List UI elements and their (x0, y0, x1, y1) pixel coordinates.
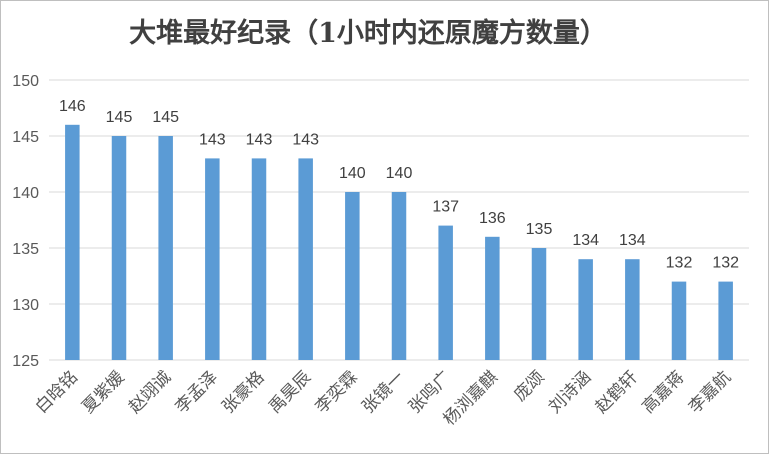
data-label: 146 (59, 98, 86, 115)
x-tick-label: 赵鹤轩 (592, 367, 642, 417)
data-label: 145 (152, 109, 179, 126)
x-tick-label: 高嘉蒋 (638, 367, 688, 417)
bar (251, 158, 267, 360)
y-tick-label: 130 (12, 297, 39, 314)
x-tick-label: 禹昊辰 (265, 367, 315, 417)
x-tick-label: 张豪格 (218, 367, 269, 418)
bar (671, 281, 687, 360)
x-tick-label: 夏紫媛 (78, 367, 128, 417)
x-tick-label: 张镜一 (358, 367, 408, 417)
y-tick-label: 125 (12, 353, 39, 370)
data-label: 134 (619, 232, 646, 249)
data-labels: 146 145 145 143 143 143 140 140 137 136 135 134 134 1… (59, 98, 739, 272)
y-tick-label: 145 (12, 129, 39, 146)
y-tick-label: 150 (12, 73, 39, 90)
data-label: 132 (666, 255, 693, 272)
data-label: 143 (292, 131, 319, 148)
data-label: 135 (526, 221, 553, 238)
y-tick-label: 140 (12, 185, 39, 202)
data-label: 136 (479, 210, 506, 227)
bar (578, 259, 593, 360)
data-label: 143 (199, 131, 226, 148)
bar (205, 158, 220, 360)
bar (718, 281, 733, 360)
bar (391, 192, 407, 360)
bar (625, 259, 640, 360)
data-label: 140 (339, 165, 366, 182)
bars (65, 124, 733, 360)
data-label: 137 (432, 199, 459, 216)
bar (531, 248, 547, 360)
data-label: 140 (386, 165, 413, 182)
x-tick-label: 李奕霖 (312, 367, 362, 417)
x-tick-label: 李孟泽 (172, 367, 222, 417)
bar (438, 225, 453, 360)
bar (65, 124, 80, 360)
x-tick-label: 刘诗涵 (545, 367, 595, 417)
bar (298, 158, 313, 360)
y-axis-ticks: 125 130 135 140 145 150 (12, 73, 39, 370)
data-label: 143 (246, 131, 273, 148)
x-tick-label: 赵翊诚 (125, 367, 175, 417)
data-label: 145 (106, 109, 133, 126)
bar (158, 136, 173, 360)
data-label: 134 (572, 232, 599, 249)
y-tick-label: 135 (12, 241, 39, 258)
bar (345, 192, 360, 360)
bar (485, 236, 500, 360)
chart-title: 大堆最好纪录（1小时内还原魔方数量） (129, 17, 607, 49)
data-label: 132 (712, 255, 739, 272)
bar (111, 136, 127, 360)
x-tick-label: 李嘉航 (685, 367, 735, 417)
x-tick-label: 庞颂 (510, 367, 548, 405)
x-tick-label: 白晗铭 (32, 367, 82, 417)
